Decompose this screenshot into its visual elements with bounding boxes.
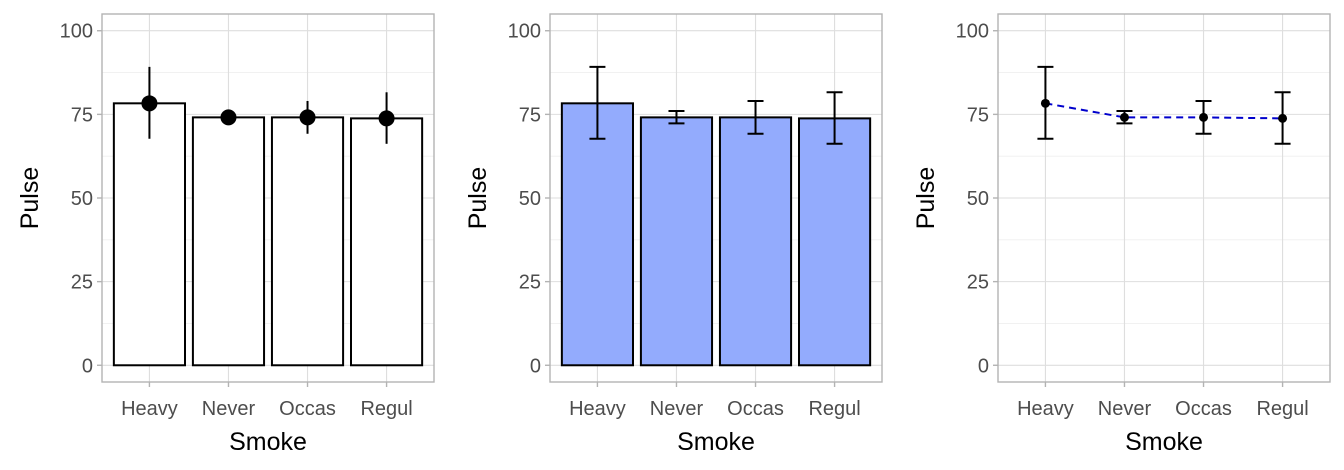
y-tick-label: 100 xyxy=(60,21,93,43)
bar-occas xyxy=(718,116,793,367)
x-tick-label: Regul xyxy=(808,398,860,420)
panel-1: 0 25 50 75 100 Heavy Never Occas Regul Smoke Pulse xyxy=(16,13,435,456)
x-tick-label: Never xyxy=(1098,398,1152,420)
x-tick-label: Regul xyxy=(360,398,412,420)
x-tick-label: Occas xyxy=(727,398,784,420)
panel-3: 0 25 50 75 100 Heavy Never Occas Regul Smoke Pulse xyxy=(912,13,1331,456)
point-occas xyxy=(299,109,316,126)
y-tick-label: 25 xyxy=(71,272,93,294)
y-axis-title: Pulse xyxy=(464,167,492,230)
bar-never xyxy=(639,116,714,367)
x-tick-label: Heavy xyxy=(121,398,178,420)
x-tick-label: Occas xyxy=(279,398,336,420)
x-tick-label: Regul xyxy=(1256,398,1308,420)
y-tick-label: 25 xyxy=(967,272,989,294)
x-tick-label: Heavy xyxy=(569,398,626,420)
y-tick-label: 100 xyxy=(508,21,541,43)
x-axis-title: Smoke xyxy=(229,428,307,456)
y-tick-label: 50 xyxy=(967,188,989,210)
point-occas xyxy=(1199,112,1209,122)
bar-regul xyxy=(350,117,424,367)
x-tick-label: Never xyxy=(650,398,704,420)
x-axis-title: Smoke xyxy=(677,428,755,456)
y-tick-label: 0 xyxy=(82,355,93,377)
panel-frame xyxy=(549,13,883,383)
y-tick-label: 100 xyxy=(956,21,989,43)
y-axis-title: Pulse xyxy=(16,167,44,230)
point-never xyxy=(220,109,237,126)
x-axis-title: Smoke xyxy=(1125,428,1203,456)
y-tick-label: 25 xyxy=(519,272,541,294)
y-tick-label: 0 xyxy=(978,355,989,377)
panel-2: 0 25 50 75 100 Heavy Never Occas Regul Smoke Pulse xyxy=(464,13,883,456)
series-line xyxy=(1045,102,1283,120)
panel-frame xyxy=(997,13,1331,383)
x-tick-label: Never xyxy=(202,398,256,420)
bar-regul xyxy=(798,117,872,367)
y-axis-title: Pulse xyxy=(912,167,940,230)
x-tick-label: Occas xyxy=(1175,398,1232,420)
bar-occas xyxy=(270,116,345,367)
bar-never xyxy=(191,116,266,367)
y-tick-label: 0 xyxy=(530,355,541,377)
y-tick-label: 50 xyxy=(71,188,93,210)
y-tick-label: 75 xyxy=(71,104,93,126)
y-tick-label: 50 xyxy=(519,188,541,210)
point-regul xyxy=(378,110,395,127)
y-tick-label: 75 xyxy=(519,104,541,126)
bar-heavy xyxy=(560,102,634,367)
point-regul xyxy=(1278,113,1288,123)
point-never xyxy=(1119,112,1129,122)
x-tick-label: Heavy xyxy=(1017,398,1074,420)
bar-heavy xyxy=(112,102,186,367)
point-heavy xyxy=(141,95,158,112)
y-tick-label: 75 xyxy=(967,104,989,126)
point-heavy xyxy=(1040,98,1050,108)
panel-frame xyxy=(101,13,435,383)
